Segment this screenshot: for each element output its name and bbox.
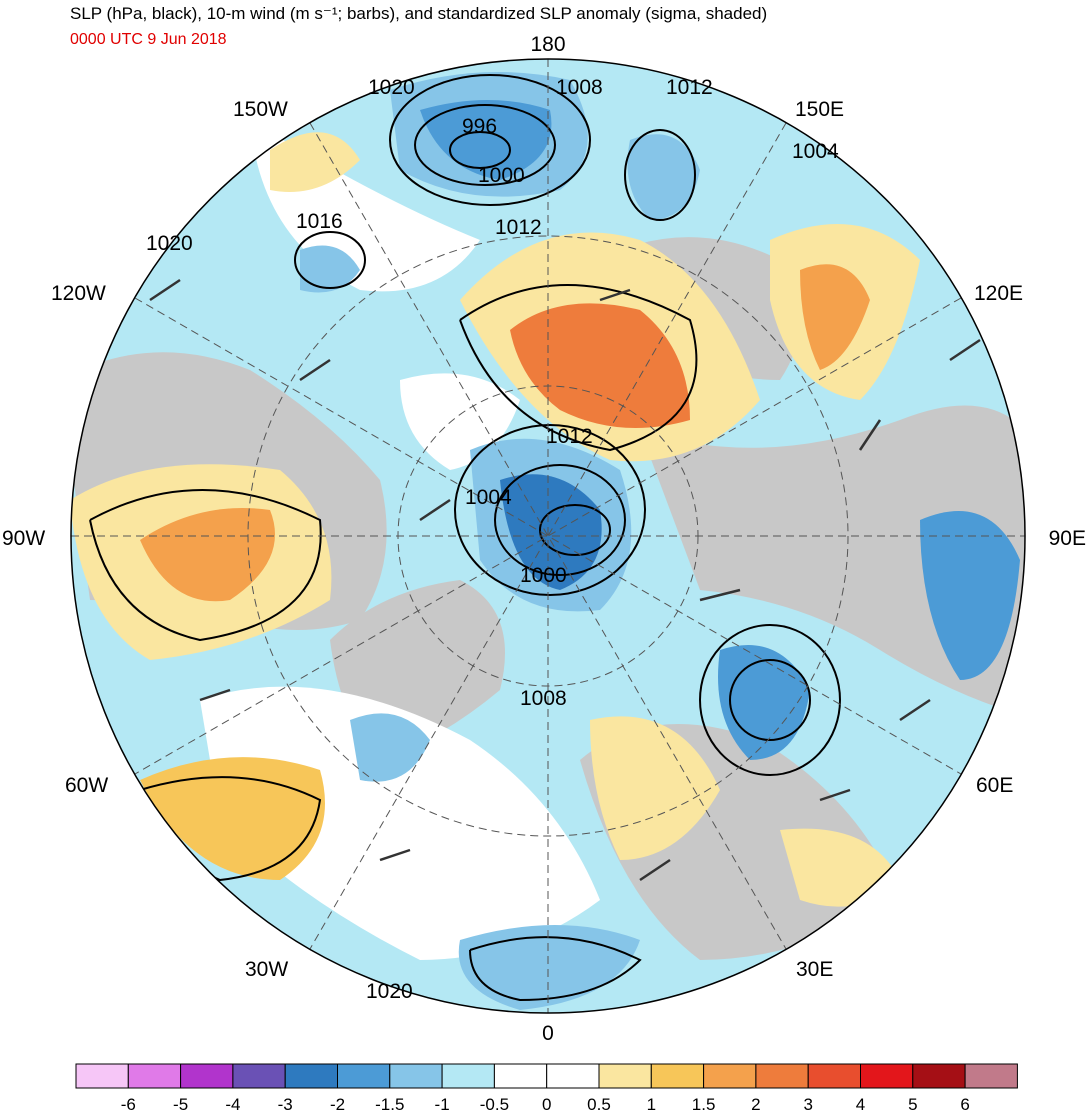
lon-label-150e: 150E: [795, 98, 844, 121]
colorbar-swatch: [860, 1063, 914, 1089]
colorbar-tick-label: -5: [173, 1095, 188, 1112]
colorbar-tick-label: 4: [856, 1095, 865, 1112]
colorbar-tick-label: 0.5: [587, 1095, 611, 1112]
lon-label-120e: 120E: [974, 282, 1023, 305]
colorbar-swatch: [912, 1063, 966, 1089]
lon-label-180: 180: [530, 33, 565, 56]
isobar-europe-low: [469, 936, 642, 1002]
isobar-label-1020-top: 1020: [368, 76, 415, 99]
isobar-1004-pole: [454, 424, 646, 596]
isobar-1000-pole: [494, 464, 626, 576]
isobar-996-pole: [539, 504, 611, 556]
colorbar-swatch: [598, 1063, 652, 1089]
colorbar-tick-label: -4: [225, 1095, 240, 1112]
anomaly-neg-greenland: [350, 713, 430, 782]
lon-label-150w: 150W: [233, 98, 288, 121]
isobar-label-1020-bottom: 1020: [366, 980, 413, 1003]
lon-label-60e: 60E: [976, 774, 1013, 797]
lon-label-0: 0: [542, 1022, 554, 1045]
isobar-label-1012-north: 1012: [495, 216, 542, 239]
colorbar-tick-label: 6: [960, 1095, 969, 1112]
colorbar-swatch: [703, 1063, 757, 1089]
graticule: [71, 59, 1025, 1013]
colorbar-tick-label: -1.5: [375, 1095, 404, 1112]
anomaly-pos-atlantic: [140, 757, 325, 880]
anomaly-neg-okhotsk: [627, 134, 700, 220]
map-border: [70, 58, 1026, 1014]
anomaly-pos-arctic-core: [510, 303, 690, 428]
isobar-label-1000-pole: 1000: [520, 564, 567, 587]
anomaly-neg-aleutian-core: [420, 100, 552, 180]
anomaly-pos-europe: [590, 716, 720, 860]
anomaly-neg-mongolia: [920, 511, 1020, 680]
colorbar-tick-label: 1: [647, 1095, 656, 1112]
colorbar-tick-label: -2: [330, 1095, 345, 1112]
anomaly-pos-pacific: [270, 132, 360, 192]
colorbar-swatch: [75, 1063, 129, 1089]
colorbar-swatch: [441, 1063, 495, 1089]
isobars: [89, 74, 841, 1002]
anomaly-pos-siberia-core: [800, 264, 870, 370]
isobar-label-1016: 1016: [296, 210, 343, 233]
colorbar-swatch: [389, 1063, 443, 1089]
isobar-label-1008-top: 1008: [556, 76, 603, 99]
colorbar-swatch: [755, 1063, 809, 1089]
colorbar-tick-label: 5: [908, 1095, 917, 1112]
anomaly-white-atlantic: [200, 686, 600, 960]
isobar-996: [449, 131, 511, 169]
wind-barbs: [149, 278, 981, 882]
isobar-kara-outer: [699, 624, 841, 776]
isobar-label-1012-top: 1012: [666, 76, 713, 99]
colorbar-tick-label: -1: [435, 1095, 450, 1112]
anomaly-pos-canada-core: [140, 508, 275, 602]
colorbar-tick-label: -0.5: [480, 1095, 509, 1112]
isobar-arctic-high: [459, 284, 698, 452]
lon-label-120w: 120W: [51, 282, 106, 305]
colorbar-tick-label: 1.5: [692, 1095, 716, 1112]
isobar-canada-high: [89, 489, 322, 642]
colorbar-swatch: [180, 1063, 234, 1089]
colorbar-swatch: [493, 1063, 548, 1089]
colorbar-swatch: [337, 1063, 391, 1089]
colorbar-swatch: [807, 1063, 862, 1089]
lon-label-30w: 30W: [245, 958, 288, 981]
colorbar-tick-label: 3: [803, 1095, 812, 1112]
isobar-label-1008-atlantic: 1008: [520, 687, 567, 710]
colorbar-swatch: [650, 1063, 705, 1089]
colorbar-swatch: [964, 1063, 1018, 1089]
isobar-label-1004-east: 1004: [792, 140, 839, 163]
anomaly-neg-pole-core: [500, 474, 602, 590]
colorbar-tick-label: -6: [121, 1095, 136, 1112]
colorbar-swatch: [284, 1063, 339, 1089]
isobar-label-1000-aleutian: 1000: [478, 164, 525, 187]
colorbar-swatch: [127, 1063, 182, 1089]
lon-label-90w: 90W: [2, 527, 45, 550]
colorbar-swatch: [546, 1063, 600, 1089]
shading-layer: [71, 59, 1025, 1013]
colorbar-swatch: [232, 1063, 286, 1089]
isobar-1000-aleutian: [414, 104, 556, 186]
colorbar-tick-label: 2: [751, 1095, 760, 1112]
anomaly-neg-alaska: [300, 245, 360, 293]
colorbar-tick-label: 0: [542, 1095, 551, 1112]
lon-label-30e: 30E: [796, 958, 833, 981]
map-title: SLP (hPa, black), 10-m wind (m s⁻¹; barb…: [70, 4, 768, 23]
isobar-label-1012-pole: 1012: [546, 425, 593, 448]
colorbar-tick-label: -3: [278, 1095, 293, 1112]
isobar-kara-inner: [729, 659, 811, 741]
isobar-1004-aleutian: [389, 74, 591, 206]
valid-time: 0000 UTC 9 Jun 2018: [70, 31, 227, 48]
isobar-label-996: 996: [462, 115, 497, 138]
isobar-label-1004-pole: 1004: [465, 486, 512, 509]
isobar-alaska: [294, 231, 366, 289]
lon-label-60w: 60W: [65, 774, 108, 797]
lon-label-90e: 90E: [1049, 527, 1086, 550]
isobar-okhotsk: [624, 129, 696, 221]
colorbar: -6 -5 -4 -3 -2 -1.5 -1 -0.5 0 0.5 1 1.5 2 3 4 5 6: [75, 1063, 1018, 1112]
isobar-label-1020-west: 1020: [146, 232, 193, 255]
